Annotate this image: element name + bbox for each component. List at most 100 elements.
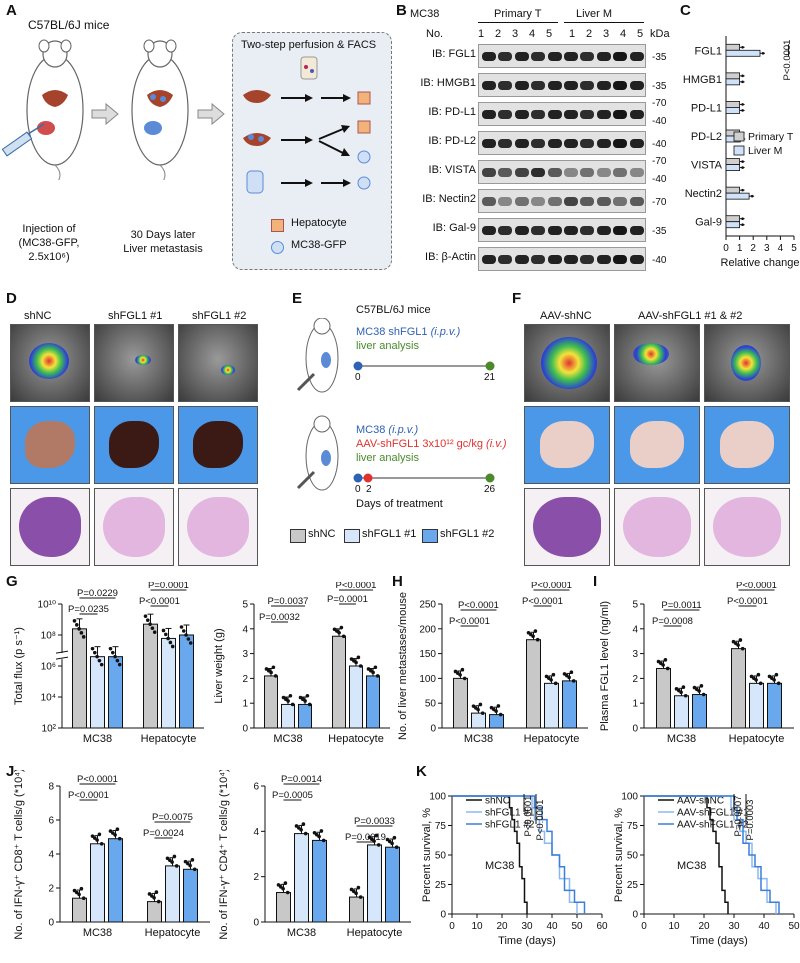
p-value-label: P=0.0007 bbox=[733, 796, 744, 837]
blot-group-primary: Primary T bbox=[494, 8, 542, 20]
p-value-label: P=0.0001 bbox=[327, 594, 368, 605]
data-point bbox=[305, 693, 310, 698]
y-tick-label: 4 bbox=[632, 624, 638, 635]
panel-c-chart: 0 1 2 3 4 5 Relative change FGL1 HMGB1 PD-L1 PD-L2… bbox=[683, 36, 799, 269]
blot-band bbox=[482, 255, 496, 264]
y-tick-label: 75 bbox=[627, 821, 639, 832]
d-liver-photo bbox=[178, 406, 258, 484]
data-point bbox=[303, 699, 307, 703]
bar bbox=[367, 844, 382, 923]
blot-band bbox=[498, 139, 513, 148]
blot-band bbox=[629, 139, 644, 148]
blot-band bbox=[613, 81, 628, 90]
panel-k-survival-chart-1: 0 10 20 30 40 50 60 0 25 50 75 100 Time (days) Percen… bbox=[421, 792, 608, 948]
blot-band bbox=[629, 110, 644, 119]
d-histology-image bbox=[94, 488, 174, 566]
data-point bbox=[72, 619, 77, 623]
y-tick-label: 2 bbox=[48, 884, 54, 895]
signal-blob bbox=[731, 345, 761, 381]
he-section bbox=[713, 496, 781, 558]
data-point bbox=[478, 702, 483, 707]
y-tick-label: 2 bbox=[253, 872, 259, 883]
data-point bbox=[356, 655, 361, 660]
data-point bbox=[166, 636, 170, 641]
d-group-label-1: shNC bbox=[24, 310, 52, 322]
category-label: PD-L1 bbox=[691, 102, 722, 114]
data-point bbox=[661, 663, 665, 667]
y-tick-label: 6 bbox=[253, 782, 259, 793]
data-point bbox=[533, 629, 538, 633]
e-mouse-2-icon bbox=[296, 415, 339, 491]
blot-band bbox=[547, 139, 562, 148]
f-histology-image bbox=[704, 488, 790, 566]
y-tick-label: 50 bbox=[425, 699, 437, 710]
blot-band bbox=[580, 52, 595, 61]
p-value-label: P=0.0033 bbox=[354, 816, 395, 827]
bar bbox=[471, 712, 486, 729]
data-point bbox=[496, 704, 501, 708]
f-histology-image bbox=[524, 488, 610, 566]
x-category-label: Hepatocyte bbox=[145, 927, 201, 939]
blot-marker: -40 bbox=[652, 139, 667, 150]
blot-strip bbox=[478, 189, 646, 213]
blot-band bbox=[580, 139, 595, 148]
panel-label-i: I bbox=[593, 573, 598, 590]
bar bbox=[349, 896, 364, 923]
survival-curve bbox=[644, 795, 729, 914]
x-category-label: Hepatocyte bbox=[328, 733, 384, 745]
data-point bbox=[553, 681, 558, 686]
p-value-label: P<0.0001 bbox=[736, 582, 777, 591]
x-tick-label: 10 bbox=[668, 921, 680, 932]
p-value-label: P=0.0019 bbox=[345, 832, 386, 843]
blot-strip bbox=[478, 131, 646, 155]
bar bbox=[489, 714, 504, 729]
hepatocyte-legend-icon bbox=[271, 219, 284, 232]
legend-label-sh2: shFGL1 #2 bbox=[440, 528, 495, 540]
x-category-label: MC38 bbox=[287, 927, 316, 939]
legend-label: AAV-shFGL1 #2 bbox=[677, 820, 749, 831]
data-point bbox=[741, 188, 744, 192]
e-legend: shNC shFGL1 #1 shFGL1 #2 bbox=[290, 526, 510, 546]
legend-label: AAV-shNC bbox=[677, 796, 724, 807]
lane-number: 5 bbox=[546, 28, 553, 40]
p-value-label: P<0.0001 bbox=[68, 790, 109, 801]
data-point bbox=[172, 854, 177, 859]
d-image-grid bbox=[10, 324, 272, 566]
data-point bbox=[192, 867, 197, 872]
blot-strip bbox=[478, 247, 646, 271]
y-axis-title: No. of liver metastases/mouse bbox=[397, 592, 409, 740]
bar bbox=[692, 694, 707, 729]
blot-band bbox=[564, 226, 578, 235]
blot-label: IB: Nectin2 bbox=[422, 193, 476, 205]
blot-band bbox=[514, 197, 529, 206]
panel-h-metastases-chart: 0 50 100 150 200 250 No. of liver metastases/m… bbox=[397, 582, 588, 745]
blot-band bbox=[613, 226, 628, 235]
blot-band bbox=[547, 110, 562, 119]
p-value-label: P<0.0001 bbox=[727, 596, 768, 607]
legend-label: shNC bbox=[485, 796, 510, 807]
axis-break bbox=[56, 653, 68, 660]
e-exp2-line2: AAV-shFGL1 3x10¹² gc/kg (i.v.) bbox=[356, 438, 507, 450]
data-point bbox=[115, 827, 120, 831]
panel-i-plasma-fgl1-chart: 0 1 2 3 4 5 Plasma FGL1 level (ng/ml) MC38 Hepat… bbox=[599, 582, 794, 745]
data-point bbox=[170, 644, 175, 649]
p-value-label: P<0.0001 bbox=[458, 600, 499, 611]
blot-band bbox=[629, 197, 644, 206]
data-point bbox=[741, 74, 744, 78]
data-point bbox=[152, 895, 156, 900]
bar bbox=[294, 833, 309, 923]
f-image-grid bbox=[524, 324, 792, 566]
panel-label-c: C bbox=[680, 2, 691, 19]
f-group-label-2: AAV-shFGL1 #1 & #2 bbox=[638, 310, 743, 322]
data-point bbox=[115, 658, 120, 663]
panel-label-h: H bbox=[392, 573, 403, 590]
bar bbox=[143, 623, 158, 729]
injection-text: Injection of (MC38-GFP, 2.5x10⁶) bbox=[18, 223, 80, 263]
he-section bbox=[623, 496, 691, 558]
panel-label-j: J bbox=[6, 763, 15, 780]
bar bbox=[562, 680, 577, 729]
mouse-strain-label: C57BL/6J mice bbox=[28, 18, 110, 32]
data-point bbox=[90, 646, 95, 651]
data-point bbox=[148, 622, 152, 626]
